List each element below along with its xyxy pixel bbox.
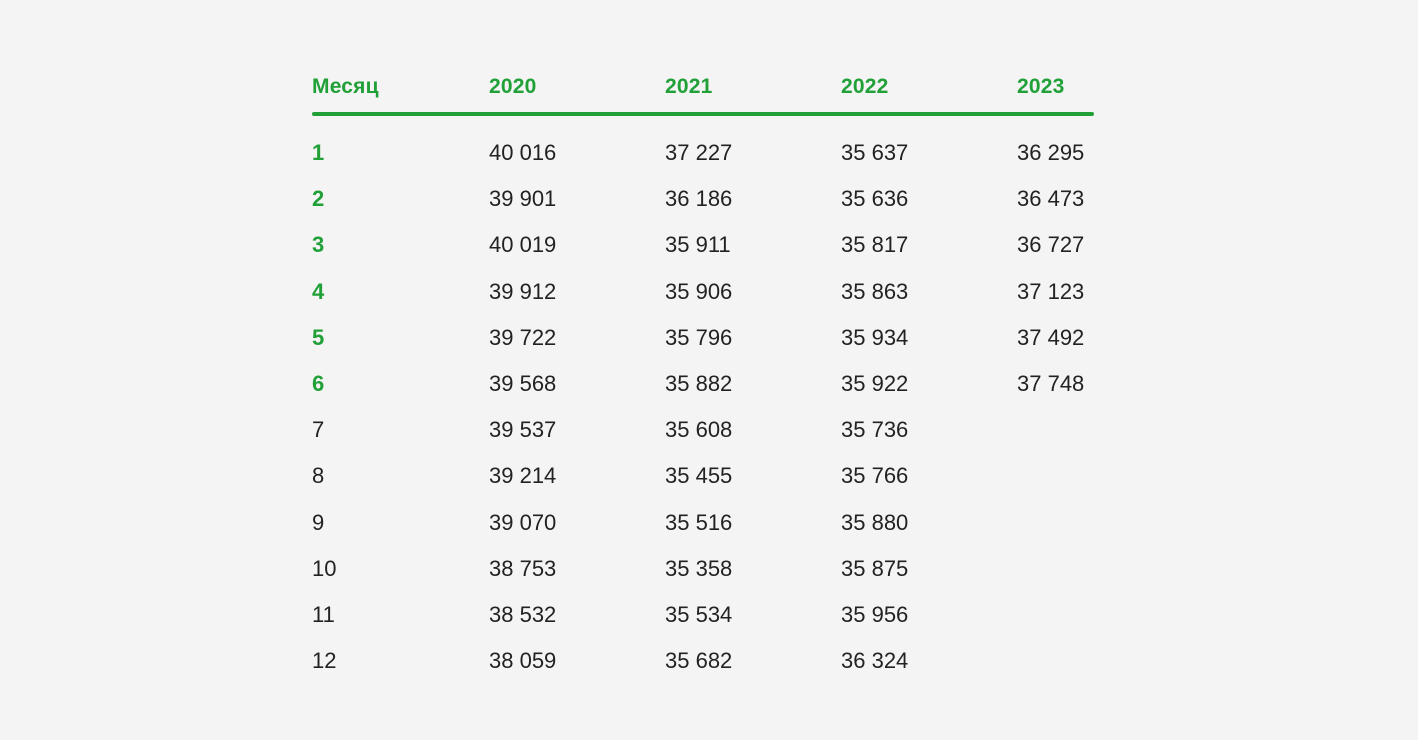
month-cell: 4 (312, 278, 325, 304)
month-cell: 11 (312, 601, 335, 627)
month-cell: 12 (312, 648, 337, 674)
value-2022: 35 636 (841, 186, 909, 212)
value-2021: 37 227 (665, 140, 733, 166)
month-cell: 2 (312, 186, 325, 212)
value-2021: 35 358 (665, 555, 733, 581)
value-2020: 40 016 (489, 140, 557, 166)
value-2021: 35 516 (665, 509, 733, 535)
header-month: Месяц (312, 75, 379, 98)
month-cell: 6 (312, 371, 325, 397)
value-2022: 35 637 (841, 140, 909, 166)
value-2023: 37 492 (1017, 324, 1085, 350)
value-2022: 35 880 (841, 509, 909, 535)
value-2021: 35 911 (665, 232, 731, 258)
value-2022: 35 863 (841, 278, 909, 304)
value-2023: 36 295 (1017, 140, 1085, 166)
table-row: 8 39 214 35 455 35 766 (312, 453, 1094, 499)
value-2022: 35 817 (841, 232, 909, 258)
table-row: 1 40 016 37 227 35 637 36 295 (312, 130, 1094, 176)
value-2021: 35 534 (665, 601, 733, 627)
month-cell: 5 (312, 324, 325, 350)
value-2020: 40 019 (489, 232, 557, 258)
value-2020: 39 537 (489, 417, 557, 443)
value-2020: 39 912 (489, 278, 557, 304)
value-2021: 35 906 (665, 278, 733, 304)
data-table: Месяц 2020 2021 2022 2023 1 40 016 37 227 3… (312, 70, 1094, 684)
table-row: 3 40 019 35 911 35 817 36 727 (312, 222, 1094, 268)
value-2023: 37 748 (1017, 371, 1085, 397)
value-2021: 35 882 (665, 371, 733, 397)
value-2020: 38 532 (489, 601, 557, 627)
value-2020: 39 070 (489, 509, 557, 535)
header-2022: 2022 (841, 75, 889, 98)
value-2023: 36 473 (1017, 186, 1085, 212)
value-2022: 36 324 (841, 648, 909, 674)
table-row: 5 39 722 35 796 35 934 37 492 (312, 315, 1094, 361)
header-divider (312, 112, 1094, 116)
header-2020: 2020 (489, 75, 537, 98)
value-2020: 39 214 (489, 463, 557, 489)
table-row: 4 39 912 35 906 35 863 37 123 (312, 269, 1094, 315)
table-row: 9 39 070 35 516 35 880 (312, 500, 1094, 546)
table-row: 6 39 568 35 882 35 922 37 748 (312, 361, 1094, 407)
table-row: 12 38 059 35 682 36 324 (312, 638, 1094, 684)
header-2023: 2023 (1017, 75, 1065, 98)
value-2022: 35 736 (841, 417, 909, 443)
month-cell: 1 (312, 140, 325, 166)
month-cell: 9 (312, 509, 325, 535)
table-row: 7 39 537 35 608 35 736 (312, 407, 1094, 453)
value-2020: 38 059 (489, 648, 557, 674)
table-row: 10 38 753 35 358 35 875 (312, 546, 1094, 592)
month-cell: 10 (312, 555, 337, 581)
value-2022: 35 766 (841, 463, 909, 489)
table-body: 1 40 016 37 227 35 637 36 295 2 39 901 36 186 35… (312, 130, 1094, 684)
value-2020: 39 722 (489, 324, 557, 350)
table-row: 2 39 901 36 186 35 636 36 473 (312, 176, 1094, 222)
value-2022: 35 934 (841, 324, 909, 350)
month-cell: 7 (312, 417, 325, 443)
month-cell: 8 (312, 463, 325, 489)
value-2023: 36 727 (1017, 232, 1085, 258)
value-2022: 35 922 (841, 371, 909, 397)
value-2021: 35 455 (665, 463, 733, 489)
header-2021: 2021 (665, 75, 713, 98)
value-2021: 36 186 (665, 186, 733, 212)
value-2020: 39 568 (489, 371, 557, 397)
value-2022: 35 875 (841, 555, 909, 581)
value-2020: 38 753 (489, 555, 557, 581)
month-cell: 3 (312, 232, 325, 258)
value-2021: 35 682 (665, 648, 733, 674)
table-header: Месяц 2020 2021 2022 2023 (312, 70, 1094, 104)
value-2021: 35 608 (665, 417, 733, 443)
value-2022: 35 956 (841, 601, 909, 627)
value-2023: 37 123 (1017, 278, 1085, 304)
value-2020: 39 901 (489, 186, 557, 212)
value-2021: 35 796 (665, 324, 733, 350)
table-row: 11 38 532 35 534 35 956 (312, 592, 1094, 638)
